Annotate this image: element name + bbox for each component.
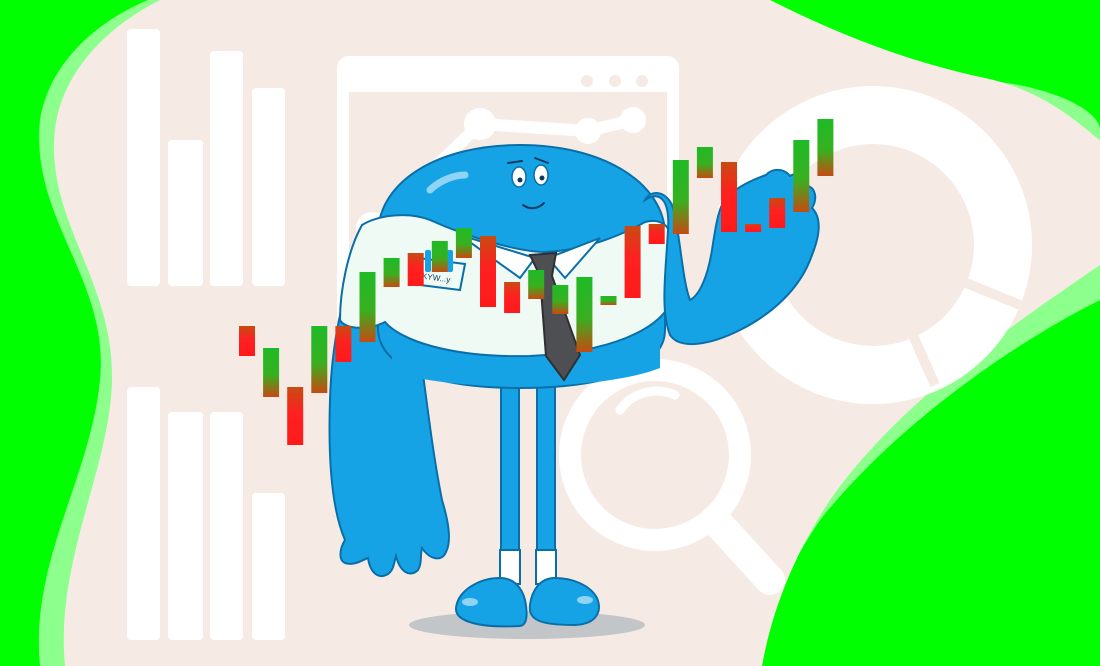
right-eye [533,164,549,186]
candle-body-up [793,140,810,212]
candle-body-up [672,160,689,234]
candle-body-up [431,241,448,272]
candle-body-up [311,326,328,393]
pocket-logo-text: KYW...y [421,272,450,285]
left-eye [511,166,527,188]
candle-body-down [239,326,255,356]
right-leg [536,369,556,561]
candle-body-up [455,228,472,258]
candle-body-up [600,296,617,305]
candle-body-up [263,348,280,397]
candle-body-up [576,277,593,352]
candle-body-down [287,387,304,445]
magnifier-icon [559,359,785,595]
candle-body-down [769,198,786,228]
bar-chart-icon [127,387,285,640]
candle-body-down [407,253,424,286]
candle-body-down [480,236,496,307]
candle-body-down [648,224,665,244]
candle-body-up [528,270,545,299]
candle-body-up [552,285,569,314]
candle-body-down [504,282,521,313]
left-shoe [454,576,528,628]
candle-body-down [721,162,737,232]
candle-body-up [696,147,713,178]
mascot-smile [522,202,545,210]
candle-body-down [624,226,641,298]
candlestick-chart-icon [239,101,834,459]
candle-body-down [335,326,352,362]
right-shoe [528,576,600,627]
candle-body-up [383,258,400,287]
candle-body-down [745,224,762,232]
candle-body-up [359,272,376,342]
candle-body-up [817,119,834,176]
left-leg [500,369,520,561]
bar-chart-icon [127,29,285,286]
